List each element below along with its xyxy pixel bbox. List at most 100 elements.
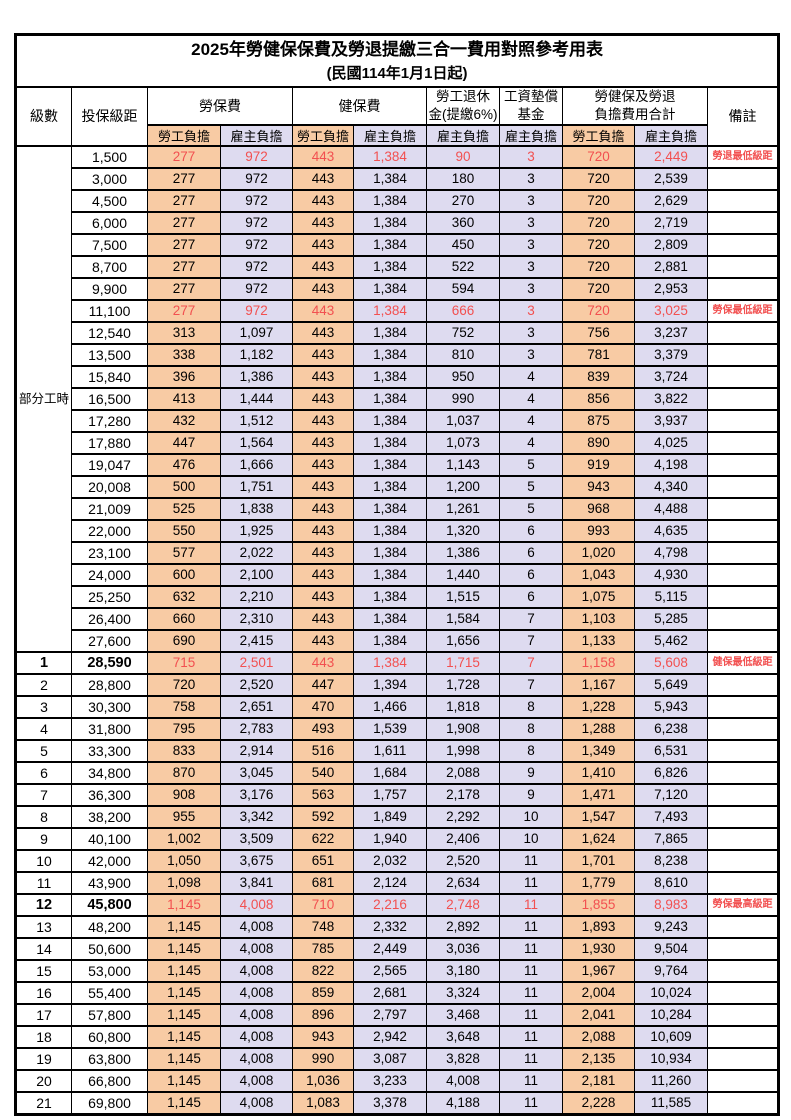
cell-health-employee: 443 [292, 342, 354, 367]
cell-health-employer: 1,384 [353, 518, 427, 543]
cell-salary: 26,400 [71, 606, 148, 631]
cell-level: 1 [15, 650, 72, 675]
cell-wage-fund-employer: 4 [499, 386, 563, 411]
cell-health-employee: 443 [292, 452, 354, 477]
cell-salary: 1,500 [71, 144, 148, 169]
cell-health-employer: 1,384 [353, 210, 427, 235]
cell-health-employer: 1,384 [353, 188, 427, 213]
table-row: 25,250 632 2,210 443 1,384 1,515 6 1,075 5,115 [16, 584, 780, 609]
cell-labor-employee: 550 [147, 518, 221, 543]
cell-wage-fund-employer: 11 [499, 1090, 563, 1115]
cell-health-employee: 443 [292, 650, 354, 675]
cell-pension-employer: 990 [426, 386, 500, 411]
cell-total-employee: 1,701 [562, 848, 635, 873]
header-wage-fund-line1: 工資墊償 [504, 88, 558, 104]
subheader-pension-employer: 雇主負擔 [426, 123, 500, 147]
cell-health-employer: 1,384 [353, 386, 427, 411]
table-row: 15 53,000 1,145 4,008 822 2,565 3,180 11 1,967 9,… [15, 958, 780, 983]
cell-remark [706, 430, 780, 455]
cell-salary: 12,540 [71, 320, 148, 345]
cell-salary: 50,600 [71, 936, 148, 961]
cell-wage-fund-employer: 3 [499, 232, 563, 257]
cell-remark [706, 540, 780, 565]
cell-level: 20 [15, 1068, 72, 1093]
cell-total-employee: 720 [562, 298, 635, 323]
cell-remark [706, 958, 780, 983]
cell-total-employer: 6,826 [634, 760, 708, 785]
cell-total-employee: 1,893 [562, 914, 635, 939]
cell-total-employer: 3,025 [634, 298, 708, 323]
cell-health-employee: 443 [292, 364, 354, 389]
cell-wage-fund-employer: 3 [499, 320, 563, 345]
cell-labor-employee: 758 [147, 694, 221, 719]
cell-remark [706, 232, 780, 257]
cell-wage-fund-employer: 4 [499, 364, 563, 389]
cell-remark: 健保最低級距 [706, 650, 780, 675]
cell-pension-employer: 3,828 [426, 1046, 500, 1071]
cell-wage-fund-employer: 9 [499, 782, 563, 807]
table-row: 8,700 277 972 443 1,384 522 3 720 2,881 [16, 254, 780, 279]
cell-labor-employee: 1,145 [147, 1090, 221, 1115]
cell-pension-employer: 950 [426, 364, 500, 389]
cell-health-employee: 1,036 [292, 1068, 354, 1093]
cell-total-employer: 3,822 [634, 386, 708, 411]
cell-wage-fund-employer: 7 [499, 672, 563, 697]
cell-pension-employer: 1,320 [426, 518, 500, 543]
cell-wage-fund-employer: 7 [499, 628, 563, 653]
cell-total-employee: 1,075 [562, 584, 635, 609]
cell-health-employer: 3,087 [353, 1046, 427, 1071]
cell-health-employer: 1,384 [353, 276, 427, 301]
cell-salary: 24,000 [71, 562, 148, 587]
table-row: 7 36,300 908 3,176 563 1,757 2,178 9 1,471 7,120 [15, 782, 780, 807]
cell-total-employer: 5,649 [634, 672, 708, 697]
cell-total-employer: 7,865 [634, 826, 708, 851]
subheader-labor-employer: 雇主負擔 [220, 123, 293, 147]
cell-total-employee: 1,967 [562, 958, 635, 983]
cell-pension-employer: 1,998 [426, 738, 500, 763]
cell-health-employee: 443 [292, 430, 354, 455]
cell-health-employee: 563 [292, 782, 354, 807]
cell-labor-employee: 1,145 [147, 1046, 221, 1071]
cell-total-employee: 943 [562, 474, 635, 499]
cell-total-employee: 1,349 [562, 738, 635, 763]
cell-level: 9 [15, 826, 72, 851]
table-row: 9 40,100 1,002 3,509 622 1,940 2,406 10 1,624 7,8… [15, 826, 780, 851]
cell-wage-fund-employer: 9 [499, 760, 563, 785]
cell-labor-employee: 396 [147, 364, 221, 389]
cell-health-employer: 1,384 [353, 606, 427, 631]
cell-total-employer: 11,585 [634, 1090, 708, 1115]
cell-total-employer: 2,881 [634, 254, 708, 279]
cell-total-employer: 4,198 [634, 452, 708, 477]
cell-health-employer: 2,032 [353, 848, 427, 873]
cell-wage-fund-employer: 6 [499, 540, 563, 565]
cell-wage-fund-employer: 11 [499, 1068, 563, 1093]
cell-health-employer: 2,332 [353, 914, 427, 939]
cell-total-employer: 5,943 [634, 694, 708, 719]
cell-labor-employee: 277 [147, 166, 221, 191]
cell-labor-employer: 4,008 [220, 1068, 293, 1093]
cell-health-employer: 1,757 [353, 782, 427, 807]
cell-salary: 28,800 [71, 672, 148, 697]
cell-total-employee: 2,088 [562, 1024, 635, 1049]
cell-health-employee: 443 [292, 386, 354, 411]
cell-health-employer: 1,384 [353, 562, 427, 587]
table-row: 17,280 432 1,512 443 1,384 1,037 4 875 3,937 [16, 408, 780, 433]
cell-labor-employee: 277 [147, 254, 221, 279]
cell-pension-employer: 4,008 [426, 1068, 500, 1093]
cell-remark [706, 1024, 780, 1049]
cell-level: 18 [15, 1024, 72, 1049]
cell-salary: 42,000 [71, 848, 148, 873]
title-row: 2025年勞健保保費及勞退提繳三合一費用對照參考用表 (民國114年1月1日起) [14, 33, 780, 88]
table-row: 23,100 577 2,022 443 1,384 1,386 6 1,020 4,798 [16, 540, 780, 565]
cell-pension-employer: 1,200 [426, 474, 500, 499]
cell-pension-employer: 1,073 [426, 430, 500, 455]
cell-labor-employer: 3,841 [220, 870, 293, 895]
cell-pension-employer: 3,324 [426, 980, 500, 1005]
cell-total-employer: 2,953 [634, 276, 708, 301]
cell-health-employee: 443 [292, 496, 354, 521]
table-row: 4 31,800 795 2,783 493 1,539 1,908 8 1,288 6,238 [15, 716, 780, 741]
cell-level: 4 [15, 716, 72, 741]
cell-total-employer: 9,764 [634, 958, 708, 983]
cell-labor-employer: 1,097 [220, 320, 293, 345]
cell-total-employee: 1,288 [562, 716, 635, 741]
